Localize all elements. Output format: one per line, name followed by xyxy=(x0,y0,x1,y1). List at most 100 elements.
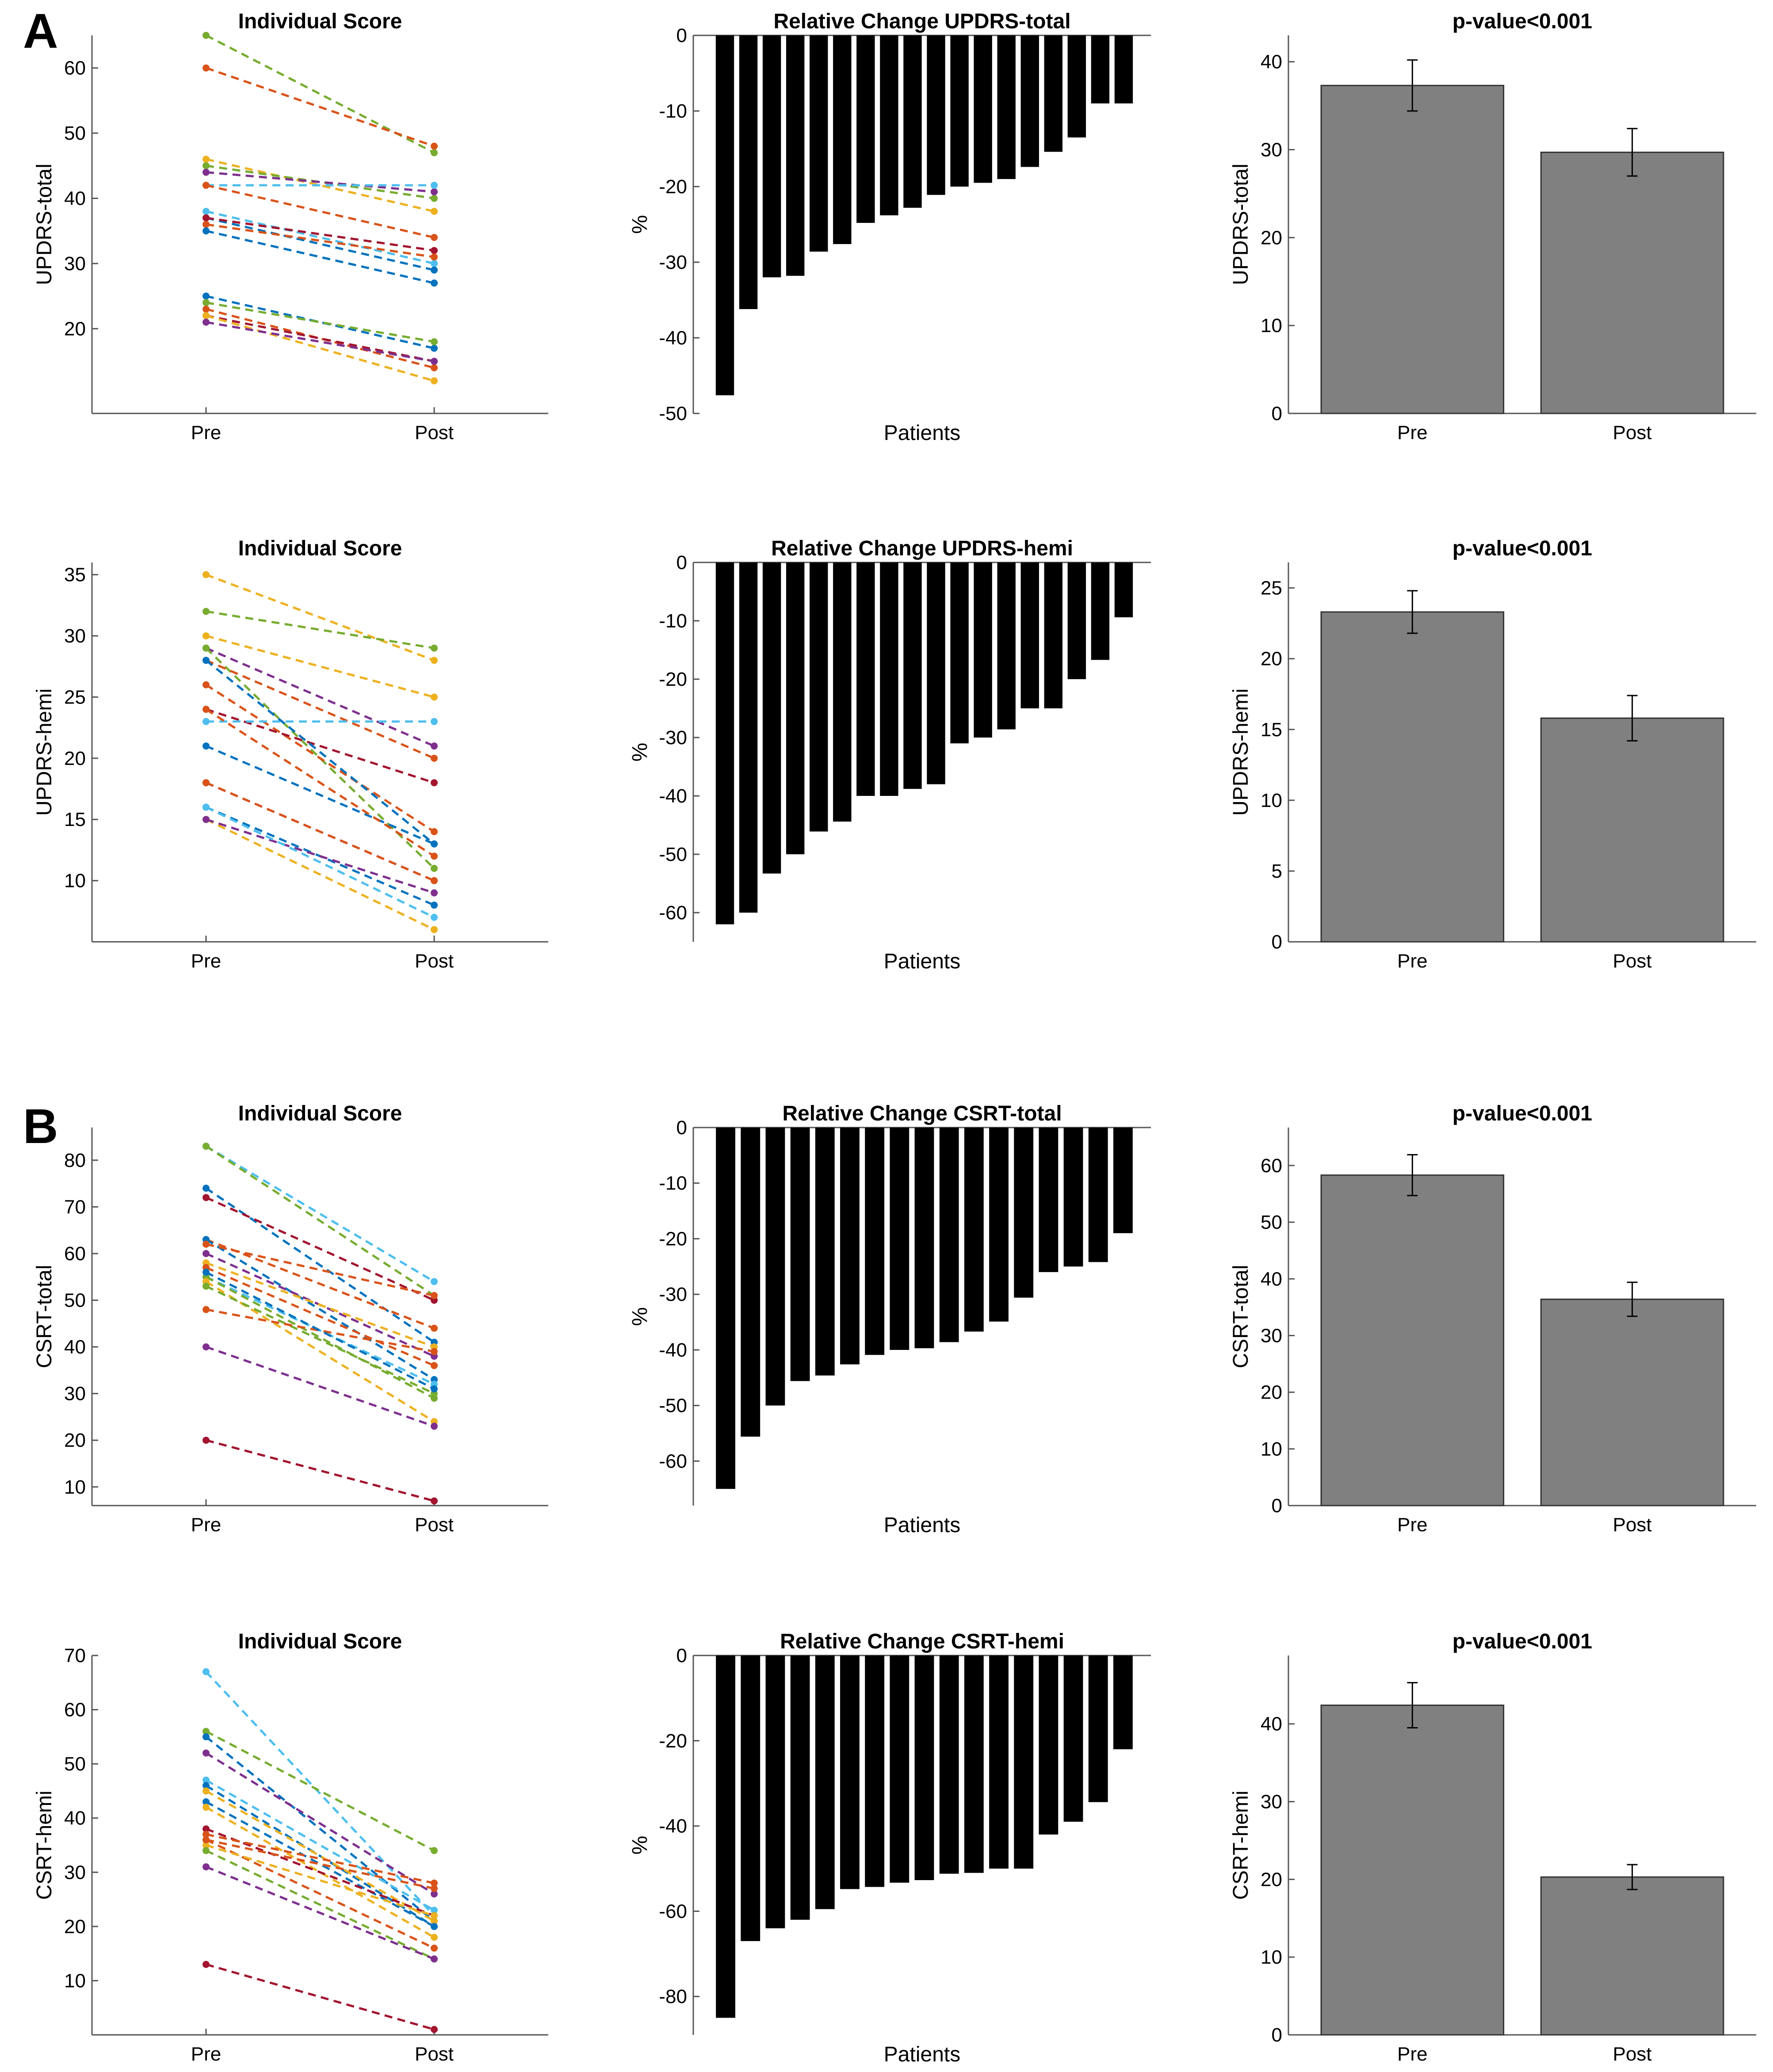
data-point xyxy=(431,1934,438,1941)
bar xyxy=(914,1655,934,1881)
chart-title: Individual Score xyxy=(238,1630,402,1653)
x-tick-label: Post xyxy=(415,1514,454,1536)
series-line xyxy=(206,1866,435,1960)
y-tick-label: 50 xyxy=(64,1290,86,1311)
bar xyxy=(865,1655,885,1887)
series-line xyxy=(205,1239,435,1381)
bar xyxy=(762,562,781,874)
y-tick-label: 0 xyxy=(1272,403,1282,424)
x-tick-label: Pre xyxy=(191,2043,221,2065)
y-tick-label: -40 xyxy=(659,785,687,807)
bar xyxy=(964,1128,984,1332)
data-point xyxy=(431,1847,438,1854)
data-point xyxy=(203,1825,210,1833)
chart-title: Individual Score xyxy=(238,10,402,33)
y-tick-label: 10 xyxy=(1261,1438,1282,1460)
y-tick-label: 30 xyxy=(1261,1791,1282,1813)
series-line xyxy=(206,217,435,271)
data-point xyxy=(431,853,438,860)
data-point xyxy=(431,693,438,701)
series-line xyxy=(206,1844,435,1917)
y-tick-label: 40 xyxy=(64,188,86,210)
y-axis-label: UPDRS-total xyxy=(1229,164,1253,285)
data-point xyxy=(431,926,438,933)
series-line xyxy=(205,1671,435,1917)
y-axis-label: CSRT-hemi xyxy=(1229,1790,1253,1900)
chart-title: p-value<0.001 xyxy=(1452,10,1592,33)
series-line xyxy=(205,1197,435,1301)
bar xyxy=(741,1128,760,1437)
bar xyxy=(1044,562,1062,708)
y-tick-label: 10 xyxy=(64,870,86,892)
y-tick-label: 60 xyxy=(1261,1155,1282,1177)
y-tick-label: -80 xyxy=(659,1986,687,2007)
series-line xyxy=(206,1833,435,1885)
series-line xyxy=(206,184,435,239)
bar xyxy=(1088,1128,1108,1262)
series-line xyxy=(205,708,435,857)
bar xyxy=(950,562,969,744)
x-tick-label: Pre xyxy=(191,422,221,443)
series-line xyxy=(206,1243,435,1297)
series-line xyxy=(205,1276,435,1385)
data-point xyxy=(203,1798,210,1805)
series-line xyxy=(206,1827,435,1917)
series-line xyxy=(205,1790,435,1922)
bar xyxy=(890,1128,909,1350)
data-point xyxy=(203,32,210,39)
data-point xyxy=(203,1306,210,1313)
bar xyxy=(741,1655,760,1941)
data-point xyxy=(203,816,210,823)
chart-10: Individual Score 10 20 30 40 50 60 70 CSRT-hemi P… xyxy=(33,1630,548,2065)
series-line xyxy=(205,1145,435,1283)
chart-title: Relative Change UPDRS-hemi xyxy=(771,537,1073,560)
data-point xyxy=(431,644,438,652)
x-axis-label: Patients xyxy=(884,950,960,973)
bar xyxy=(856,562,875,796)
x-tick-label: Post xyxy=(1613,1514,1652,1536)
bar xyxy=(974,562,992,738)
y-tick-label: 15 xyxy=(1261,719,1282,741)
data-point xyxy=(431,877,438,884)
data-point xyxy=(203,779,210,787)
mean-bar xyxy=(1540,717,1724,943)
x-axis-label: Patients xyxy=(884,2043,960,2066)
data-point xyxy=(203,292,210,300)
series-line xyxy=(206,229,435,284)
y-axis-label: % xyxy=(628,1307,652,1326)
chart-title: Individual Score xyxy=(238,1102,402,1125)
data-point xyxy=(203,1961,210,1968)
charts-container: Individual Score2030405060UPDRS-totalPre… xyxy=(33,10,1756,2066)
y-tick-label: 40 xyxy=(1261,1713,1282,1735)
bar xyxy=(880,35,898,215)
mean-bar xyxy=(1540,1298,1724,1506)
data-point xyxy=(203,632,210,640)
data-point xyxy=(431,253,438,261)
y-tick-label: 0 xyxy=(676,1117,687,1139)
data-point xyxy=(203,718,210,725)
data-point xyxy=(203,706,210,713)
x-tick-label: Pre xyxy=(191,950,221,972)
data-point xyxy=(203,742,210,750)
data-point xyxy=(203,1250,210,1257)
y-tick-label: 30 xyxy=(64,1862,86,1883)
data-point xyxy=(203,657,210,664)
y-tick-label: -60 xyxy=(659,1450,687,1472)
series-line xyxy=(206,659,435,760)
y-tick-label: -10 xyxy=(659,1173,687,1194)
mean-bar xyxy=(1540,151,1724,414)
y-tick-label: 10 xyxy=(1261,790,1282,811)
y-tick-label: 30 xyxy=(64,625,86,647)
data-point xyxy=(431,1278,438,1285)
x-tick-label: Pre xyxy=(1397,2043,1427,2065)
x-tick-label: Post xyxy=(415,950,454,972)
chart-title: Relative Change UPDRS-total xyxy=(773,10,1070,33)
bar xyxy=(765,1128,785,1406)
data-point xyxy=(431,344,438,352)
y-tick-label: 5 xyxy=(1272,860,1282,882)
bar xyxy=(964,1655,984,1873)
data-point xyxy=(431,657,438,664)
bar xyxy=(1067,35,1086,138)
series-line xyxy=(206,321,435,363)
